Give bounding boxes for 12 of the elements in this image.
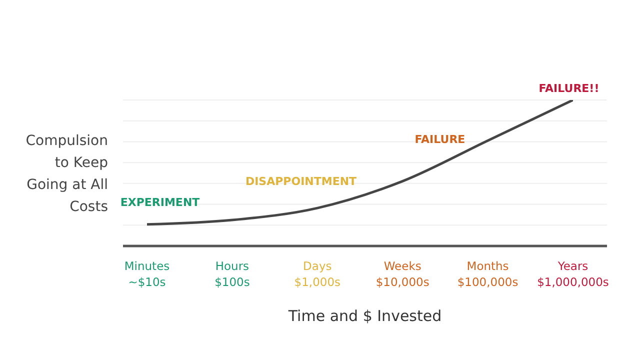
y-axis-title: Compulsion to Keep Going at All Costs bbox=[24, 132, 108, 217]
annotation: DISAPPOINTMENT bbox=[244, 175, 358, 188]
x-axis-title: Time and $ Invested bbox=[287, 307, 443, 325]
annotation: FAILURE bbox=[414, 133, 466, 146]
text: FAILURE!! bbox=[538, 82, 600, 95]
x-tick-label: Years $1,000,000s bbox=[537, 259, 609, 289]
annotation: EXPERIMENT bbox=[120, 196, 200, 209]
x-tick-label: Minutes ~$10s bbox=[124, 259, 170, 289]
x-tick-label: Weeks $10,000s bbox=[376, 259, 430, 289]
x-tick-label: Hours $100s bbox=[214, 259, 250, 289]
x-tick-label: Months $100,000s bbox=[457, 259, 518, 289]
x-tick-label: Days $1,000s bbox=[294, 259, 341, 289]
